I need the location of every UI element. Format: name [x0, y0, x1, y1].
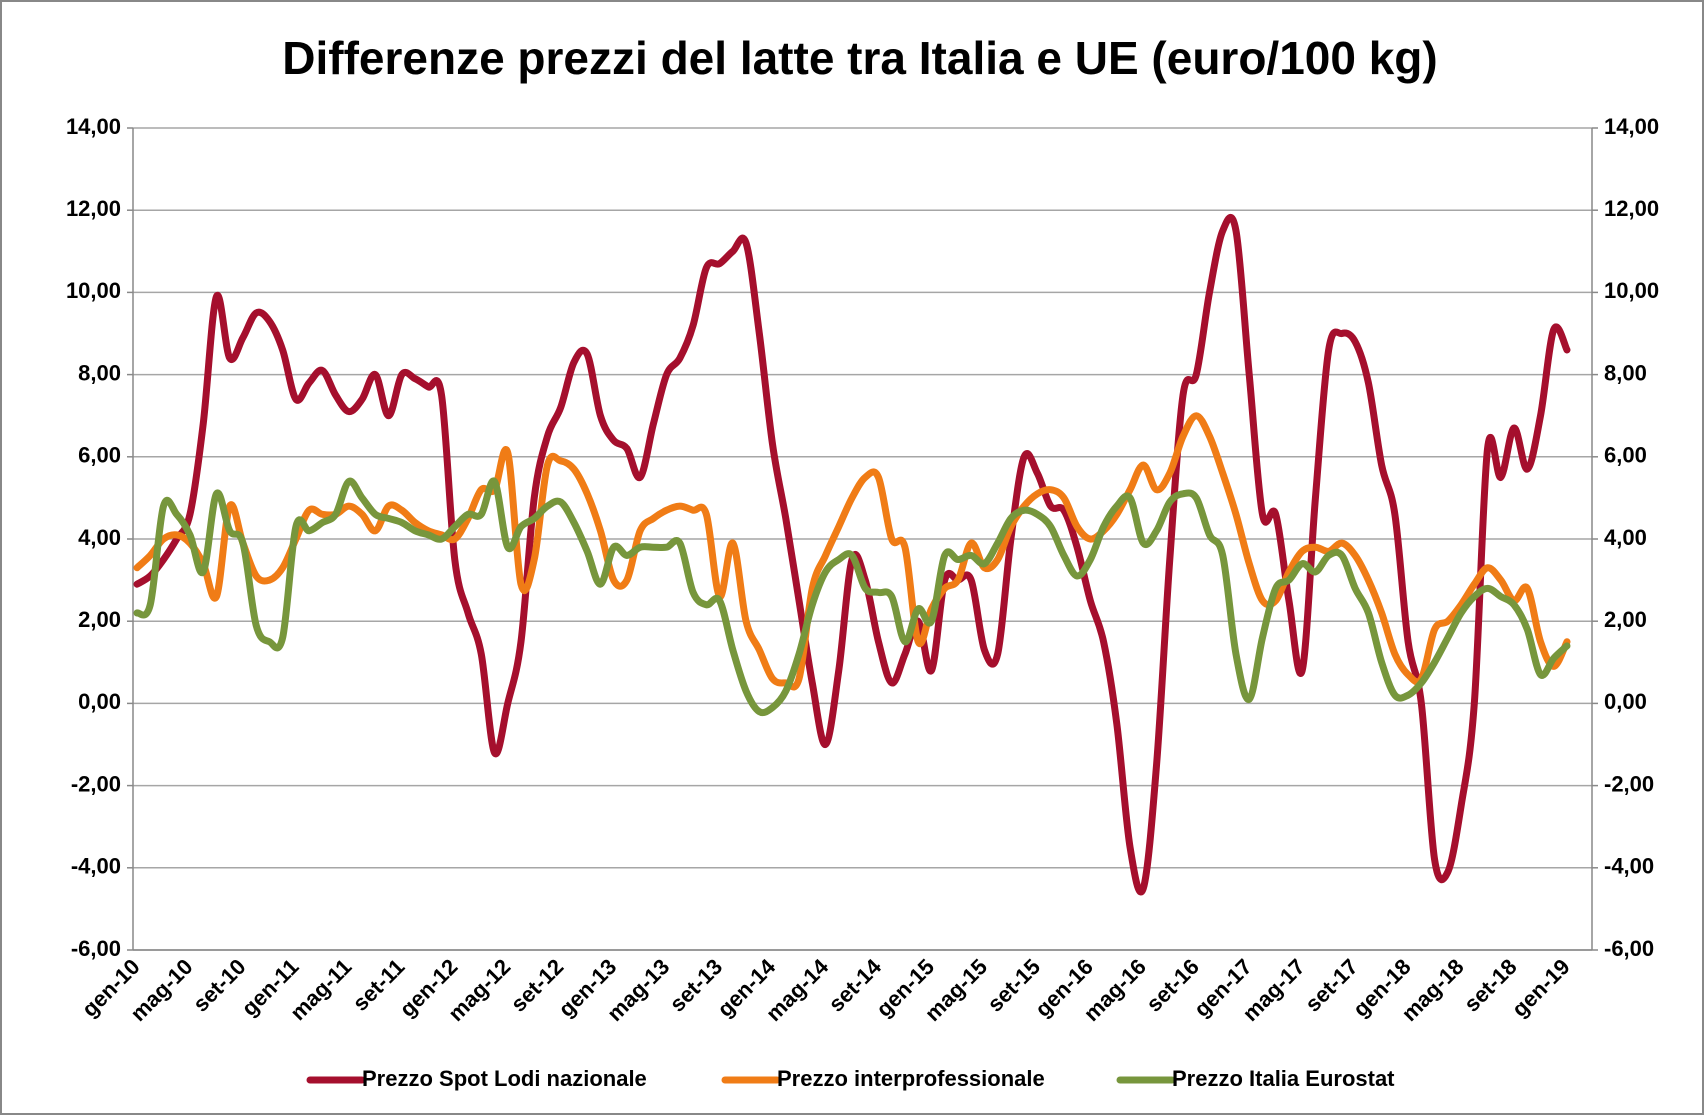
- y-tick-label: 10,00: [66, 278, 121, 303]
- y2-tick-label: -2,00: [1604, 771, 1654, 796]
- y2-tick-label: -4,00: [1604, 854, 1654, 879]
- y-tick-label: 14,00: [66, 114, 121, 139]
- series-line: [133, 477, 1571, 717]
- y-tick-label: 6,00: [78, 443, 121, 468]
- y2-tick-label: 6,00: [1604, 443, 1647, 468]
- legend-label: Prezzo interprofessionale: [777, 1066, 1045, 1091]
- y-tick-label: 4,00: [78, 525, 121, 550]
- y2-tick-label: 14,00: [1604, 114, 1659, 139]
- y2-tick-label: 2,00: [1604, 607, 1647, 632]
- y2-tick-label: 0,00: [1604, 689, 1647, 714]
- y2-tick-label: 4,00: [1604, 525, 1647, 550]
- chart-title: Differenze prezzi del latte tra Italia e…: [282, 32, 1437, 84]
- y-tick-label: 0,00: [78, 689, 121, 714]
- y2-tick-label: 12,00: [1604, 196, 1659, 221]
- y2-tick-label: 10,00: [1604, 278, 1659, 303]
- legend-label: Prezzo Spot Lodi nazionale: [362, 1066, 647, 1091]
- series-line: [133, 412, 1571, 691]
- y-tick-label: 8,00: [78, 360, 121, 385]
- y-tick-label: -4,00: [71, 854, 121, 879]
- y2-tick-label: 8,00: [1604, 360, 1647, 385]
- series-line: [133, 214, 1571, 896]
- y-tick-label: -6,00: [71, 936, 121, 961]
- y-tick-label: -2,00: [71, 771, 121, 796]
- y2-tick-label: -6,00: [1604, 936, 1654, 961]
- y-tick-label: 12,00: [66, 196, 121, 221]
- y-tick-label: 2,00: [78, 607, 121, 632]
- legend-label: Prezzo Italia Eurostat: [1172, 1066, 1395, 1091]
